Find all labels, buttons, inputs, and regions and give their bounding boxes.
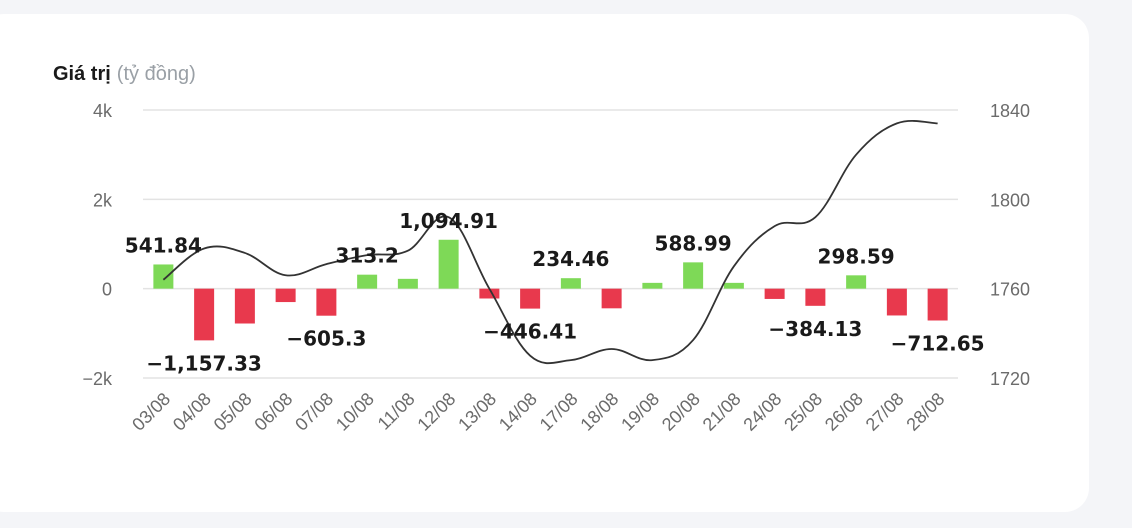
bar-19/08[interactable] [642,282,663,289]
chart-title: Giá trị (tỷ đồng) [53,63,196,86]
x-axis-tick: 20/08 [658,389,704,435]
chart-title-unit: (tỷ đồng) [116,63,196,85]
bar-21/08[interactable] [723,282,744,289]
right-axis-ticks: 1840 1800 1760 1720 [990,101,1030,389]
left-axis-tick: −2k [82,369,113,389]
bar-05/08[interactable] [234,288,255,324]
right-axis-tick: 1720 [990,369,1030,389]
right-axis-tick: 1760 [990,280,1030,300]
x-axis-tick: 13/08 [454,389,500,435]
bar-17/08[interactable] [560,278,581,289]
bar-27/08[interactable] [886,288,907,316]
data-labels: 541.84 −1,157.33 −605.3 313.21,094.91 −446.4… [125,209,985,376]
bar-03/08[interactable] [153,264,174,289]
data-label: 298.59 [818,244,895,268]
chart-title-main: Giá trị [53,63,111,85]
x-axis-tick: 11/08 [374,389,419,434]
data-label: −712.65 [891,331,985,355]
right-axis-tick: 1800 [990,190,1030,210]
x-axis-tick: 05/08 [210,389,256,435]
bar-series [153,239,948,341]
bar-26/08[interactable] [846,275,867,289]
data-label: −446.41 [483,320,577,344]
x-axis-tick: 17/08 [536,389,582,435]
x-axis-tick: 27/08 [862,389,908,435]
data-label: −384.13 [768,317,862,341]
bar-24/08[interactable] [764,288,785,299]
bar-20/08[interactable] [683,262,704,289]
data-label: 588.99 [655,231,732,255]
bar-12/08[interactable] [438,239,459,289]
x-axis-tick: 26/08 [821,389,867,435]
bar-14/08[interactable] [520,288,541,309]
x-axis-tick: 04/08 [169,389,215,435]
line-series [162,120,938,365]
bar-11/08[interactable] [397,278,418,289]
left-axis-ticks: 4k 2k 0 −2k [82,101,113,389]
bar-18/08[interactable] [601,288,622,309]
bar-13/08[interactable] [479,288,500,299]
left-axis-tick: 4k [93,101,113,121]
bar-10/08[interactable] [357,274,378,289]
x-axis-tick: 07/08 [291,389,337,435]
bar-28/08[interactable] [927,288,948,321]
price-line [162,120,938,365]
right-axis-tick: 1840 [990,101,1030,121]
x-axis-tick: 10/08 [332,389,378,435]
x-axis-tick: 12/08 [413,389,459,435]
x-axis-ticks: 03/0804/0805/0806/0807/0810/0811/0812/08… [128,389,948,435]
bar-07/08[interactable] [316,288,337,316]
bar-25/08[interactable] [805,288,826,306]
data-label: 234.46 [532,247,609,271]
x-axis-tick: 28/08 [902,389,948,435]
x-axis-tick: 24/08 [739,389,785,435]
x-axis-tick: 14/08 [495,389,541,435]
data-label: 1,094.91 [399,209,498,233]
x-axis-tick: 06/08 [250,389,296,435]
left-axis-tick: 2k [93,190,113,210]
x-axis-tick: 19/08 [617,389,663,435]
data-label: 541.84 [125,233,202,257]
bar-06/08[interactable] [275,288,296,303]
left-axis-tick: 0 [102,280,112,300]
x-axis-tick: 03/08 [128,389,174,435]
x-axis-tick: 21/08 [699,389,745,435]
data-label: −1,157.33 [146,351,261,375]
x-axis-tick: 25/08 [780,389,826,435]
data-label: 313.2 [335,244,398,268]
x-axis-tick: 18/08 [576,389,622,435]
data-label: −605.3 [286,327,366,351]
bar-04/08[interactable] [194,288,215,341]
